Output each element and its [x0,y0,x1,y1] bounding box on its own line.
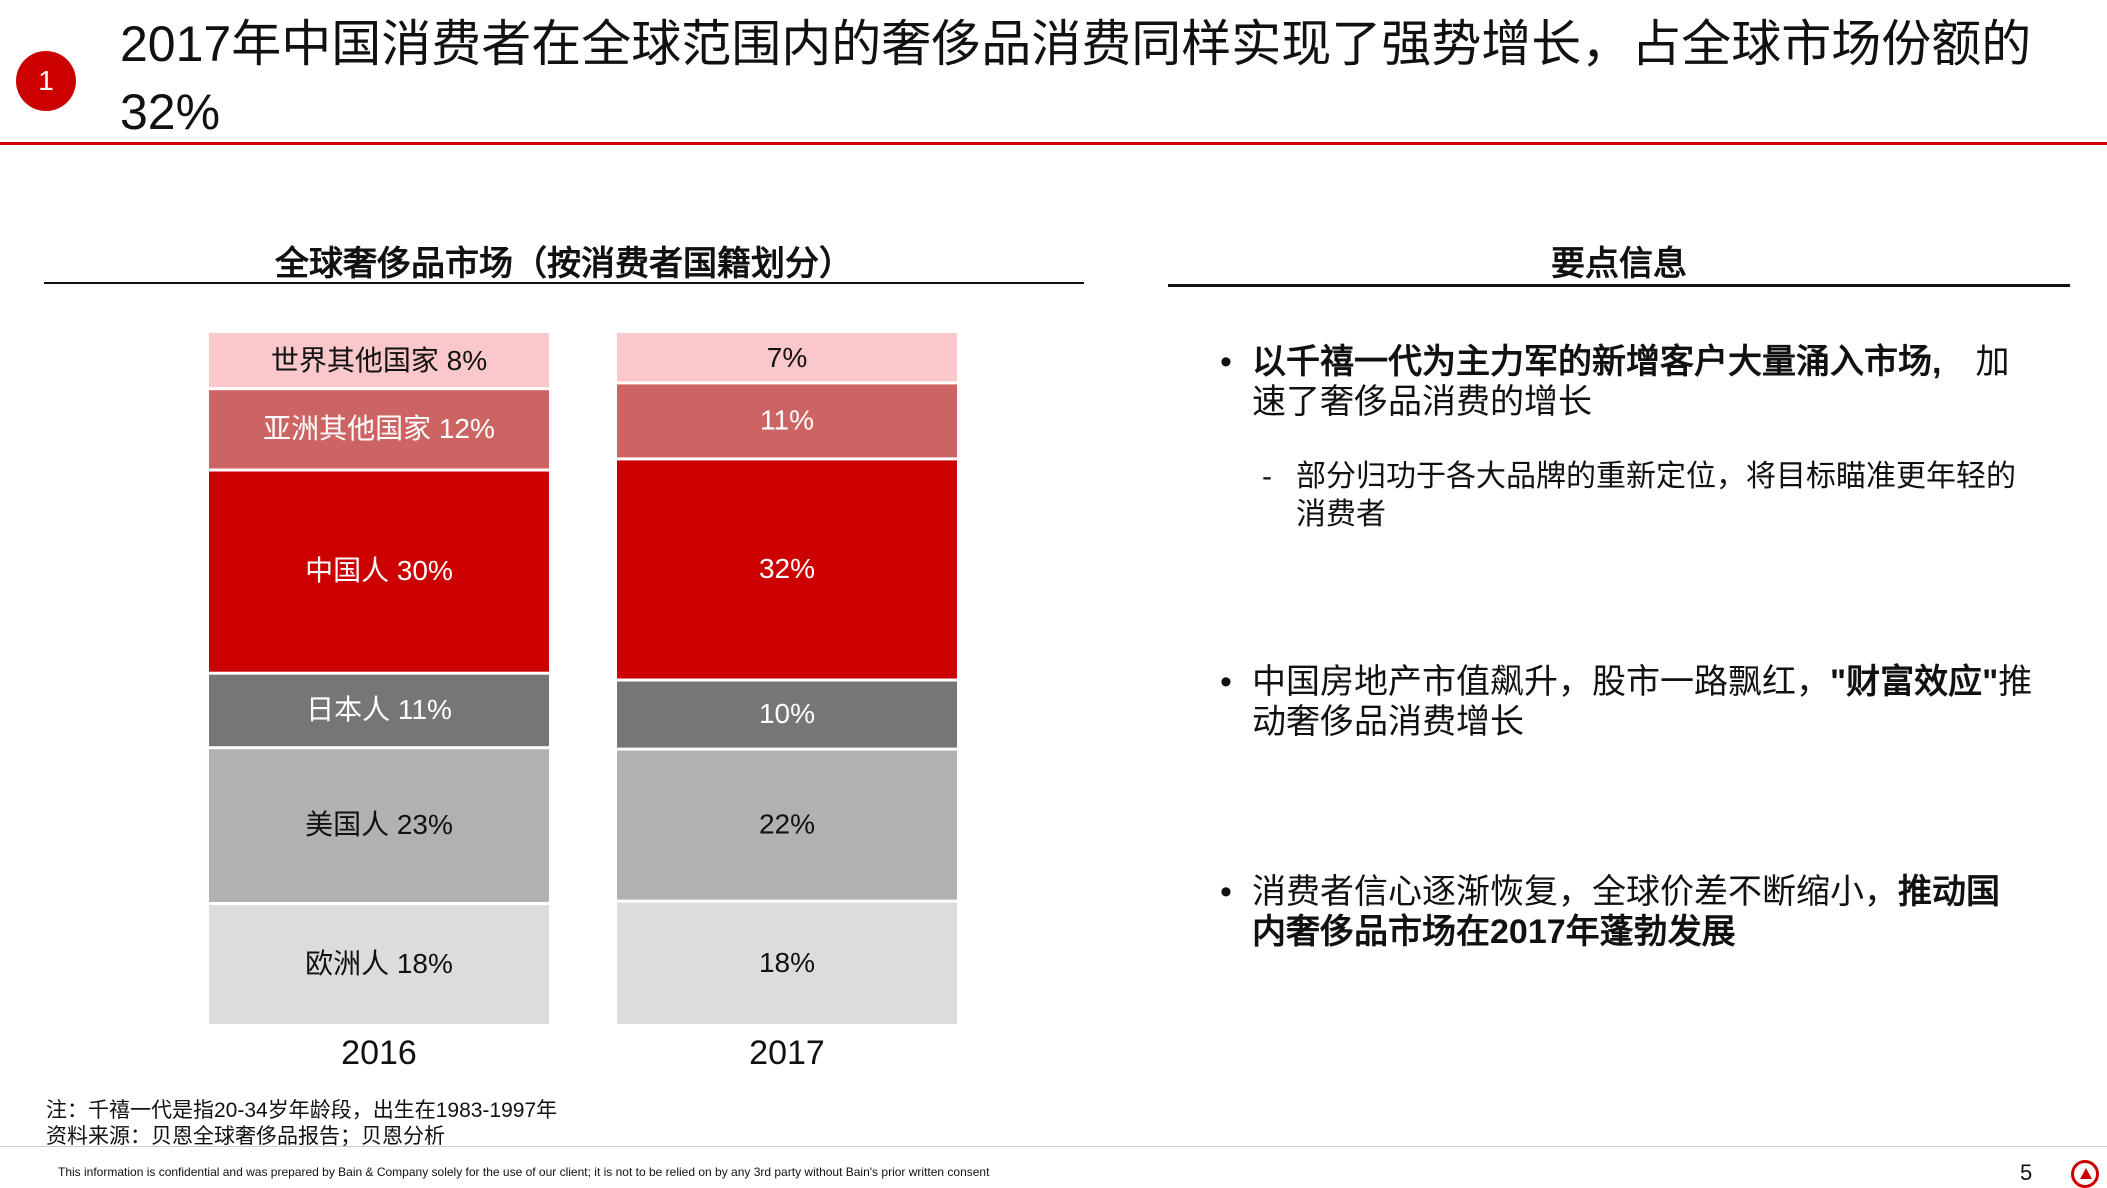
category-label-2016: 2016 [341,1034,417,1072]
category-label-2017: 2017 [749,1034,825,1072]
bar-segment-2017-6 [617,333,957,382]
bar-segment-2017-2 [617,750,957,900]
segment-label-2017-3: 10% [759,698,815,729]
chart-title: 全球奢侈品市场（按消费者国籍划分） [275,245,853,283]
bar-segment-2016-3 [209,674,549,747]
segment-label-2017-4: 32% [759,553,815,584]
bar-segment-2017-1 [617,902,957,1024]
page-number: 5 [2020,1160,2033,1185]
key-points-title: 要点信息 [1551,245,1687,283]
chart-title-rule [44,282,1084,284]
bar-segment-2017-5 [617,384,957,458]
bullet2-bold: "财富效应" [1830,663,1999,701]
bullet1-line2: 速了奢侈品消费的增长 [1252,383,1592,421]
key-points-rule [1168,284,2070,287]
bullet1-line1-rest: 加 [1975,343,2010,381]
footnote: 注：千禧一代是指20-34岁年龄段，出生在1983-1997年 [46,1099,558,1122]
bar-segment-2016-4 [209,471,549,672]
segment-label-2016-3: 日本人 11% [306,694,452,725]
bullet2-pre: 中国房地产市值飙升，股市一路飘红， [1252,663,1830,701]
bullet2-post: 推 [1998,663,2033,701]
sub1-line1: 部分归功于各大品牌的重新定位，将目标瞄准更年轻的 [1296,460,2016,493]
segment-label-2017-1: 18% [759,947,815,978]
bullet1-bold: 以千禧一代为主力军的新增客户大量涌入市场, [1252,343,1942,381]
bullet-dot-icon: • [1220,663,1232,701]
segment-label-2017-6: 7% [767,342,807,373]
source-note: 资料来源：贝恩全球奢侈品报告；贝恩分析 [46,1125,445,1148]
bar-segment-2016-5 [209,390,549,469]
segment-label-2017-5: 11% [760,404,814,435]
title-divider [0,142,2107,145]
confidentiality-disclaimer: This information is confidential and was… [58,1165,990,1179]
segment-label-2016-5: 亚洲其他国家 12% [263,413,495,444]
bar-segment-2017-3 [617,681,957,748]
bullet3-bold: 推动国 [1898,873,2000,911]
bar-segment-2016-1 [209,905,549,1024]
bullet-dot-icon: • [1220,873,1232,911]
bullet3-pre: 消费者信心逐渐恢复，全球价差不断缩小， [1252,873,1898,911]
footer-rule [0,1146,2107,1147]
page-title: 2017年中国消费者在全球范围内的奢侈品消费同样实现了强势增长，占全球市场份额的… [120,16,2032,140]
sub-dash: - [1262,460,1272,493]
segment-label-2016-1: 欧洲人 18% [305,948,453,979]
sub1-line2: 消费者 [1296,498,1386,531]
bar-segment-2017-4 [617,460,957,679]
bullet-dot-icon: • [1220,343,1232,381]
bar-segment-2016-2 [209,749,549,902]
company-logo-icon [2071,1160,2099,1188]
segment-label-2016-6: 世界其他国家 8% [271,345,487,376]
bullet2-line2: 动奢侈品消费增长 [1252,703,1524,741]
bar-segment-2016-6 [209,333,549,388]
bullet3-line2-bold: 内奢侈品市场在2017年蓬勃发展 [1252,913,1736,951]
segment-label-2016-4: 中国人 30% [305,555,453,586]
section-number-badge: 1 [16,51,76,111]
segment-label-2017-2: 22% [759,809,815,840]
segment-label-2016-2: 美国人 23% [305,809,453,840]
